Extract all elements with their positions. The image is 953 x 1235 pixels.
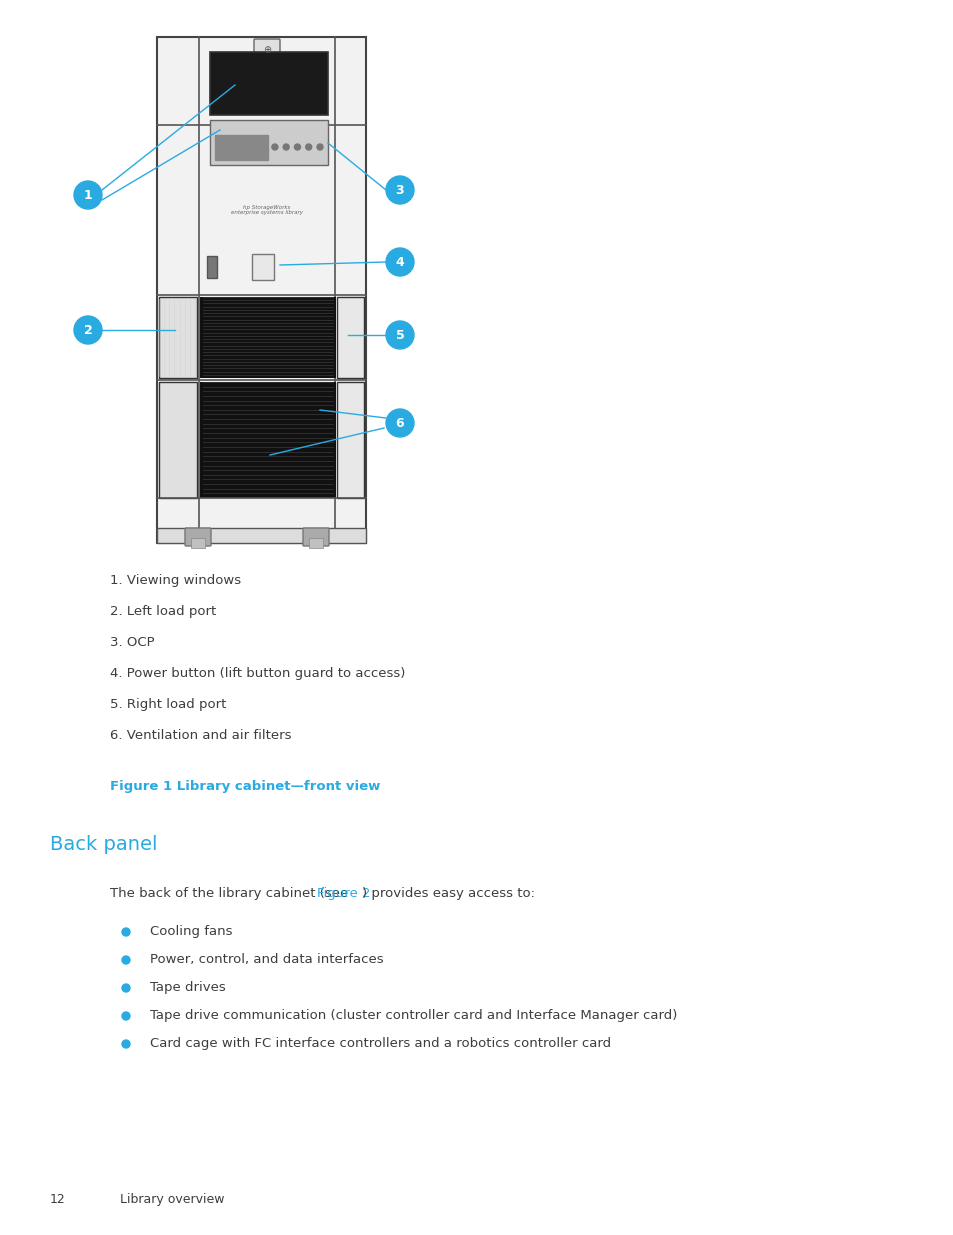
Circle shape xyxy=(122,984,130,992)
Text: The back of the library cabinet (see: The back of the library cabinet (see xyxy=(110,888,352,900)
FancyBboxPatch shape xyxy=(185,529,211,546)
FancyBboxPatch shape xyxy=(303,529,329,546)
Text: hp StorageWorks
enterprise systems library: hp StorageWorks enterprise systems libra… xyxy=(231,205,303,215)
Text: ) provides easy access to:: ) provides easy access to: xyxy=(361,888,535,900)
Bar xyxy=(210,52,328,115)
Circle shape xyxy=(74,316,102,345)
Text: 5: 5 xyxy=(395,329,404,342)
Circle shape xyxy=(74,182,102,209)
Text: 2. Left load port: 2. Left load port xyxy=(110,604,216,618)
Circle shape xyxy=(386,177,414,204)
Text: 4: 4 xyxy=(395,256,404,268)
Text: ⊕: ⊕ xyxy=(263,44,271,56)
Text: 3: 3 xyxy=(395,184,404,196)
Bar xyxy=(210,120,328,165)
Text: Card cage with FC interface controllers and a robotics controller card: Card cage with FC interface controllers … xyxy=(150,1037,611,1051)
Text: Library overview: Library overview xyxy=(120,1193,224,1207)
Text: Figure 2: Figure 2 xyxy=(316,888,371,900)
Bar xyxy=(191,538,205,548)
Bar xyxy=(157,529,366,543)
Bar xyxy=(159,382,196,498)
Bar xyxy=(252,254,274,280)
Text: 1: 1 xyxy=(84,189,92,201)
Text: Tape drive communication (cluster controller card and Interface Manager card): Tape drive communication (cluster contro… xyxy=(150,1009,677,1023)
Text: 2: 2 xyxy=(84,324,92,336)
Circle shape xyxy=(283,144,289,149)
Circle shape xyxy=(316,144,323,149)
Bar xyxy=(336,296,364,378)
Circle shape xyxy=(386,248,414,275)
Circle shape xyxy=(122,1040,130,1049)
Text: Back panel: Back panel xyxy=(50,835,157,853)
FancyBboxPatch shape xyxy=(253,40,280,61)
Circle shape xyxy=(386,321,414,350)
Bar xyxy=(200,382,335,498)
Text: 4. Power button (lift button guard to access): 4. Power button (lift button guard to ac… xyxy=(110,667,405,679)
Text: Tape drives: Tape drives xyxy=(150,982,226,994)
Circle shape xyxy=(122,1011,130,1020)
Circle shape xyxy=(305,144,312,149)
Text: Cooling fans: Cooling fans xyxy=(150,925,233,939)
Circle shape xyxy=(272,144,277,149)
Text: 12: 12 xyxy=(50,1193,66,1207)
Bar xyxy=(309,538,323,548)
Bar xyxy=(157,37,366,543)
Text: Power, control, and data interfaces: Power, control, and data interfaces xyxy=(150,953,383,967)
Circle shape xyxy=(294,144,300,149)
Circle shape xyxy=(122,927,130,936)
Bar xyxy=(200,296,335,378)
Text: 1. Viewing windows: 1. Viewing windows xyxy=(110,573,241,587)
Text: 3. OCP: 3. OCP xyxy=(110,636,154,648)
Bar xyxy=(336,382,364,498)
Circle shape xyxy=(386,409,414,437)
Text: Figure 1 Library cabinet—front view: Figure 1 Library cabinet—front view xyxy=(110,779,380,793)
Bar xyxy=(214,136,268,161)
Bar xyxy=(207,256,216,278)
Text: 5. Right load port: 5. Right load port xyxy=(110,698,226,710)
Text: 6: 6 xyxy=(395,416,404,430)
Circle shape xyxy=(122,956,130,965)
Text: 6. Ventilation and air filters: 6. Ventilation and air filters xyxy=(110,729,292,741)
Bar xyxy=(159,296,196,378)
